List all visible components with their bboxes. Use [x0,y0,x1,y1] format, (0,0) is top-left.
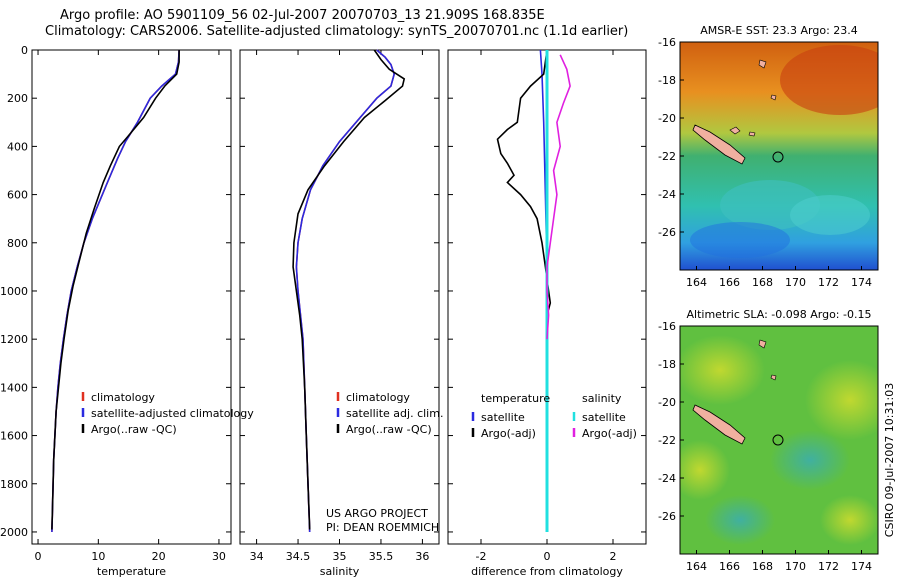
plot-frame [31,49,232,545]
legend-label: climatology [346,391,410,404]
x-tick-label: -2 [476,550,487,563]
x-tick-label: 0 [544,550,551,563]
credit-line: US ARGO PROJECT [326,507,428,520]
y-tick-label: 1200 [0,333,28,346]
x-tick-label: 166 [719,560,740,573]
series-line [51,50,180,530]
y-tick-label: 200 [7,92,28,105]
timestamp-label: CSIRO 09-Jul-2007 10:31:03 [883,383,896,537]
x-tick-label: 0 [35,550,42,563]
x-tick-label: 170 [785,560,806,573]
y-tick-label: 0 [21,44,28,57]
x-tick-label: 164 [686,276,707,289]
map-axes-1: AMSR-E SST: 23.3 Argo: 23.4 164 166 168 170 1… [658,24,872,289]
y-tick-label: -24 [658,188,676,201]
y-tick-label: -16 [658,320,676,333]
sla-map [680,326,878,554]
y-tick-label: -22 [658,150,676,163]
series-line [51,49,180,533]
figure-title-line2: Climatology: CARS2006. Satellite-adjuste… [45,24,629,39]
credit-line: PI: DEAN ROEMMICH [326,521,439,534]
y-tick-label: -18 [658,358,676,371]
figure-title-line1: Argo profile: AO 5901109_56 02-Jul-2007 … [60,8,545,23]
x-axis-label: difference from climatology [471,565,623,578]
x-tick-label: 174 [851,276,872,289]
x-tick-label: 35 [333,550,347,563]
legend-label: satellite-adjusted climatology [91,407,254,420]
profile-panel-2: 34 34.5 35 35.5 36 salinity climatology satelli… [239,49,443,578]
x-tick-label: 10 [91,550,105,563]
y-tick-label: -18 [658,74,676,87]
map-title: Altimetric SLA: -0.098 Argo: -0.15 [687,308,872,321]
x-tick-label: 172 [818,276,839,289]
map-axes-2: Altimetric SLA: -0.098 Argo: -0.15 164 166… [658,308,872,573]
x-axis-label: salinity [320,565,360,578]
plot-frame [239,49,440,545]
x-tick-label: 168 [752,560,773,573]
y-tick-label: -26 [658,226,676,239]
x-tick-label: 34 [250,550,264,563]
y-tick-label: 600 [7,189,28,202]
map-title: AMSR-E SST: 23.3 Argo: 23.4 [700,24,858,37]
x-axis-label: temperature [97,565,166,578]
y-tick-label: 1400 [0,381,28,394]
x-tick-label: 20 [152,550,166,563]
y-tick-label: -22 [658,434,676,447]
y-tick-label: -20 [658,112,676,125]
x-tick-label: 36 [415,550,429,563]
legend-label: Argo(-adj) [481,427,536,440]
legend-label: Argo(..raw -QC) [346,423,432,436]
sst-map [680,42,878,270]
x-tick-label: 172 [818,560,839,573]
y-tick-label: 1000 [0,285,28,298]
x-tick-label: 174 [851,560,872,573]
y-tick-label: -26 [658,510,676,523]
legend-label: satellite adj. clim. [346,407,443,420]
legend-label: satellite [582,411,626,424]
x-tick-label: 168 [752,276,773,289]
legend-label: Argo(-adj) [582,427,637,440]
series-line [295,49,396,533]
legend-label: salinity [582,392,622,405]
series-line [292,49,406,530]
y-tick-label: 2000 [0,526,28,539]
y-tick-label: -24 [658,472,676,485]
x-tick-label: 30 [212,550,226,563]
x-tick-label: 2 [610,550,617,563]
legend-label: temperature [481,392,550,405]
series-line [295,49,396,533]
x-tick-label: 166 [719,276,740,289]
y-tick-label: 400 [7,140,28,153]
x-tick-label: 164 [686,560,707,573]
legend-label: climatology [91,391,155,404]
y-tick-label: -16 [658,36,676,49]
y-tick-label: 1600 [0,430,28,443]
legend-label: Argo(..raw -QC) [91,423,177,436]
y-tick-label: -20 [658,396,676,409]
x-tick-label: 35.5 [369,550,394,563]
legend-label: satellite [481,411,525,424]
y-tick-label: 800 [7,237,28,250]
y-tick-label: 1800 [0,478,28,491]
x-tick-label: 170 [785,276,806,289]
profile-panel-3: -2 0 2 difference from climatology temperatu… [447,49,647,578]
series-line [546,54,571,340]
x-tick-label: 34.5 [286,550,311,563]
profile-panel-1: 0 10 20 30 0 200 400 600 800 1000 1200 1400 1600 1800… [0,44,254,578]
